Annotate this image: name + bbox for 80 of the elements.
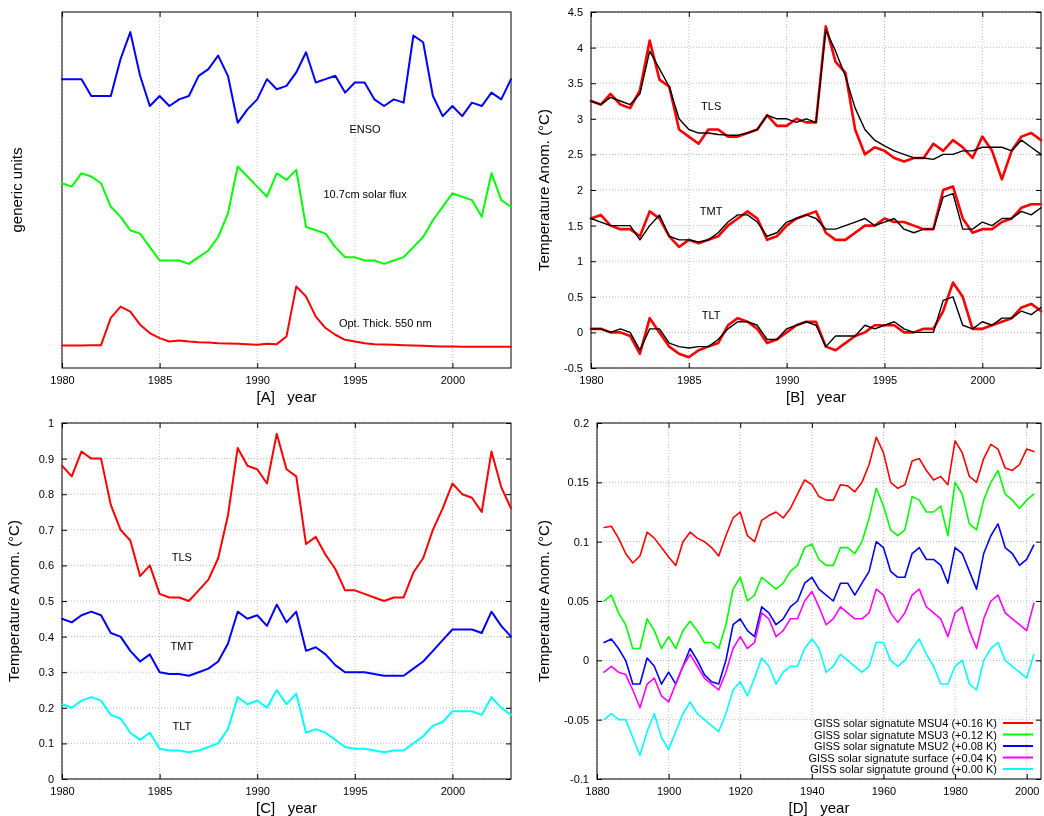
x-axis-title: [B] year: [785, 388, 847, 405]
y-tick-label: 0.2: [38, 701, 54, 714]
line-series: [61, 432, 512, 602]
y-tick-label: 1: [47, 417, 54, 430]
y-tick-label: 0.1: [38, 737, 54, 750]
y-axis-title: Temperature Anom. (°C): [5, 520, 22, 682]
legend-label: GISS solar signatute surface (+0.04 K): [808, 751, 997, 764]
line-series: [61, 689, 512, 754]
y-axis-title: Temperature Anom. (°C): [535, 520, 552, 682]
y-tick-label: 0.4: [38, 630, 54, 643]
y-tick-label: 0.9: [38, 452, 54, 465]
series-label: TMT: [699, 205, 723, 217]
y-tick-label: 0.15: [567, 476, 589, 489]
y-tick-label: 2: [576, 184, 583, 197]
y-tick-label: 0.8: [38, 488, 54, 501]
x-tick-label: 1960: [871, 784, 897, 797]
x-tick-label: 1940: [800, 784, 825, 797]
y-tick-label: 0.05: [567, 595, 589, 608]
x-tick-label: 2000: [440, 784, 466, 797]
legend-label: GISS solar signatute MSU2 (+0.08 K): [813, 740, 997, 752]
x-tick-label: 1995: [343, 373, 368, 386]
x-tick-label: 1900: [656, 784, 682, 797]
y-tick-label: 0.3: [38, 666, 54, 679]
x-tick-label: 1985: [147, 784, 173, 797]
line-series: [603, 588, 1035, 709]
x-axis-title: [C] year: [256, 799, 317, 816]
x-tick-label: 1980: [579, 373, 604, 386]
x-tick-label: 1985: [677, 373, 702, 386]
x-tick-label: 1985: [147, 373, 173, 386]
y-tick-label: 0.5: [567, 290, 583, 303]
y-tick-label: 3: [576, 112, 583, 125]
x-tick-label: 1990: [245, 784, 270, 797]
y-tick-label: 4: [576, 41, 583, 54]
series-label: 10.7cm solar flux: [323, 187, 408, 200]
y-tick-label: 0.5: [38, 595, 54, 608]
x-tick-label: 2000: [440, 373, 466, 386]
x-tick-label: 2000: [1014, 784, 1040, 797]
series-label: TLS: [701, 99, 722, 112]
x-tick-label: 1995: [343, 784, 368, 797]
series-label: TLS: [171, 551, 192, 564]
x-tick-label: 1980: [50, 373, 75, 386]
y-tick-label: -0.1: [570, 773, 589, 786]
x-tick-label: 1990: [774, 373, 800, 386]
line-series: [603, 523, 1035, 685]
series-label: TMT: [170, 640, 194, 653]
series-label: ENSO: [349, 123, 382, 136]
y-axis-title: Temperature Anom. (°C): [535, 109, 552, 271]
legend-label: GISS solar signatute ground (+0.00 K): [810, 763, 997, 775]
x-axis-title: [D] year: [788, 799, 850, 816]
x-tick-label: 1980: [50, 784, 75, 797]
y-tick-label: 2.5: [567, 148, 583, 161]
y-tick-label: 0.7: [38, 523, 54, 536]
x-tick-label: 2000: [970, 373, 996, 386]
x-axis-title: [A] year: [256, 388, 317, 405]
series-label: TLT: [172, 720, 192, 733]
legend-label: GISS solar signatute MSU3 (+0.12 K): [813, 728, 997, 741]
y-tick-label: 4.5: [567, 6, 583, 19]
y-tick-label: -0.05: [563, 713, 589, 726]
line-series: [61, 603, 512, 677]
y-tick-label: 3.5: [567, 77, 583, 90]
y-tick-label: 0.1: [573, 535, 589, 548]
x-tick-label: 1920: [728, 784, 753, 797]
y-tick-label: 0.6: [38, 559, 54, 572]
y-tick-label: -0.5: [564, 362, 583, 375]
y-tick-label: 0.2: [573, 417, 589, 430]
y-tick-label: 1.5: [567, 219, 583, 232]
x-tick-label: 1990: [245, 373, 270, 386]
y-tick-label: 0: [47, 773, 54, 786]
line-series: [603, 469, 1035, 650]
y-axis-title: generic units: [8, 147, 25, 233]
legend-label: GISS solar signatute MSU4 (+0.16 K): [813, 717, 997, 729]
y-tick-label: 1: [576, 255, 583, 268]
series-label: TLT: [701, 308, 721, 321]
y-tick-label: 0: [582, 654, 589, 667]
series-label: Opt. Thick. 550 nm: [338, 317, 432, 330]
x-tick-label: 1880: [585, 784, 610, 797]
y-tick-label: 0: [576, 326, 583, 339]
line-series: [603, 436, 1035, 567]
x-tick-label: 1995: [872, 373, 898, 386]
x-tick-label: 1980: [943, 784, 968, 797]
